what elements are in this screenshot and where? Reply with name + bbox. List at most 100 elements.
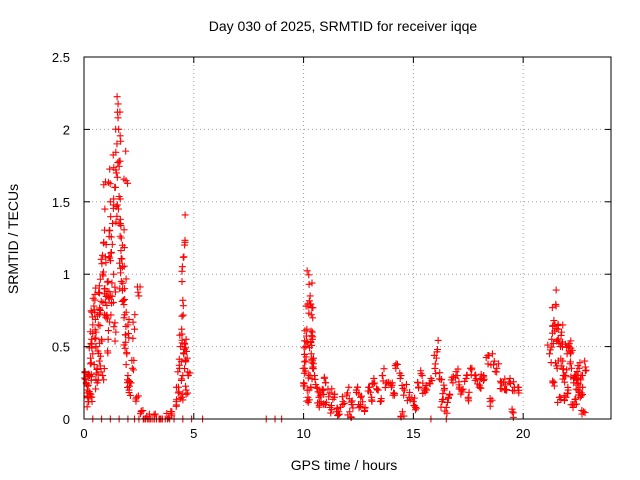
data-point (92, 385, 100, 393)
data-point (182, 344, 190, 352)
data-point (431, 364, 439, 372)
data-point (548, 343, 556, 351)
data-point (557, 331, 565, 339)
data-point (306, 292, 314, 300)
axis-ticks: 0 5 10 15 20 0 0.5 1 1.5 2 2.5 (52, 50, 611, 441)
data-point (300, 380, 308, 388)
data-point (128, 356, 136, 364)
data-point (349, 404, 357, 412)
x-tick-label: 15 (406, 426, 420, 441)
data-point (134, 392, 142, 400)
data-point (564, 390, 572, 398)
data-point (87, 370, 95, 378)
data-point (334, 412, 342, 420)
data-point (411, 394, 419, 402)
data-point (309, 304, 317, 312)
data-point (84, 381, 92, 389)
data-point (426, 380, 434, 388)
data-point (116, 108, 124, 116)
data-point (501, 375, 509, 383)
data-point (122, 147, 130, 155)
data-point (117, 234, 125, 242)
data-point (369, 380, 377, 388)
data-point (184, 389, 192, 397)
data-point (178, 312, 186, 320)
data-point (374, 386, 382, 394)
data-point (515, 383, 523, 391)
data-point (113, 140, 121, 148)
data-point (553, 337, 561, 345)
data-point (419, 389, 427, 397)
data-point (412, 406, 420, 414)
data-point (86, 360, 94, 368)
data-point (544, 341, 552, 349)
data-point (110, 164, 118, 172)
data-point (120, 175, 128, 183)
data-point (498, 385, 506, 393)
data-point (366, 388, 374, 396)
y-tick-label: 1 (63, 267, 70, 282)
data-point (184, 368, 192, 376)
data-point (307, 350, 315, 358)
data-point (550, 317, 558, 325)
data-point (329, 395, 337, 403)
y-tick-label: 0 (63, 412, 70, 427)
data-point (572, 395, 580, 403)
data-point (398, 381, 406, 389)
data-point (133, 283, 141, 291)
data-point (506, 380, 514, 388)
data-point (376, 397, 384, 405)
data-point (145, 410, 153, 418)
data-point (558, 343, 566, 351)
data-point (100, 376, 108, 384)
data-point (120, 244, 128, 252)
data-point (380, 365, 388, 373)
data-point (477, 384, 485, 392)
data-point (122, 308, 130, 316)
data-point (581, 409, 589, 417)
data-point (502, 386, 510, 394)
data-point (567, 358, 575, 366)
data-point (112, 218, 120, 226)
data-point (576, 359, 584, 367)
data-point (355, 390, 363, 398)
data-point (338, 393, 346, 401)
data-point (443, 398, 451, 406)
data-point (510, 387, 518, 395)
data-point (432, 370, 440, 378)
data-point (401, 386, 409, 394)
data-point (468, 366, 476, 374)
data-point (107, 249, 115, 257)
data-point (109, 298, 117, 306)
data-point (382, 379, 390, 387)
data-point (112, 169, 120, 177)
data-point (179, 302, 187, 310)
data-point (313, 384, 321, 392)
data-point (129, 318, 137, 326)
data-point (397, 372, 405, 380)
data-point (490, 357, 498, 365)
data-point (181, 365, 189, 373)
data-point (174, 368, 182, 376)
data-point (574, 371, 582, 379)
data-point (552, 286, 560, 294)
data-point (551, 327, 559, 335)
y-tick-label: 2.5 (52, 50, 70, 65)
data-point (176, 331, 184, 339)
data-point (343, 391, 351, 399)
data-point (131, 311, 139, 319)
data-point (432, 354, 440, 362)
data-point (177, 343, 185, 351)
data-point (102, 312, 110, 320)
data-point (402, 380, 410, 388)
data-point (117, 137, 125, 145)
data-point (573, 367, 581, 375)
data-point (108, 279, 116, 287)
data-point (465, 388, 473, 396)
data-point (113, 173, 121, 181)
data-point (400, 391, 408, 399)
data-point (108, 292, 116, 300)
data-point (310, 365, 318, 373)
data-point (117, 247, 125, 255)
data-point (414, 378, 422, 386)
